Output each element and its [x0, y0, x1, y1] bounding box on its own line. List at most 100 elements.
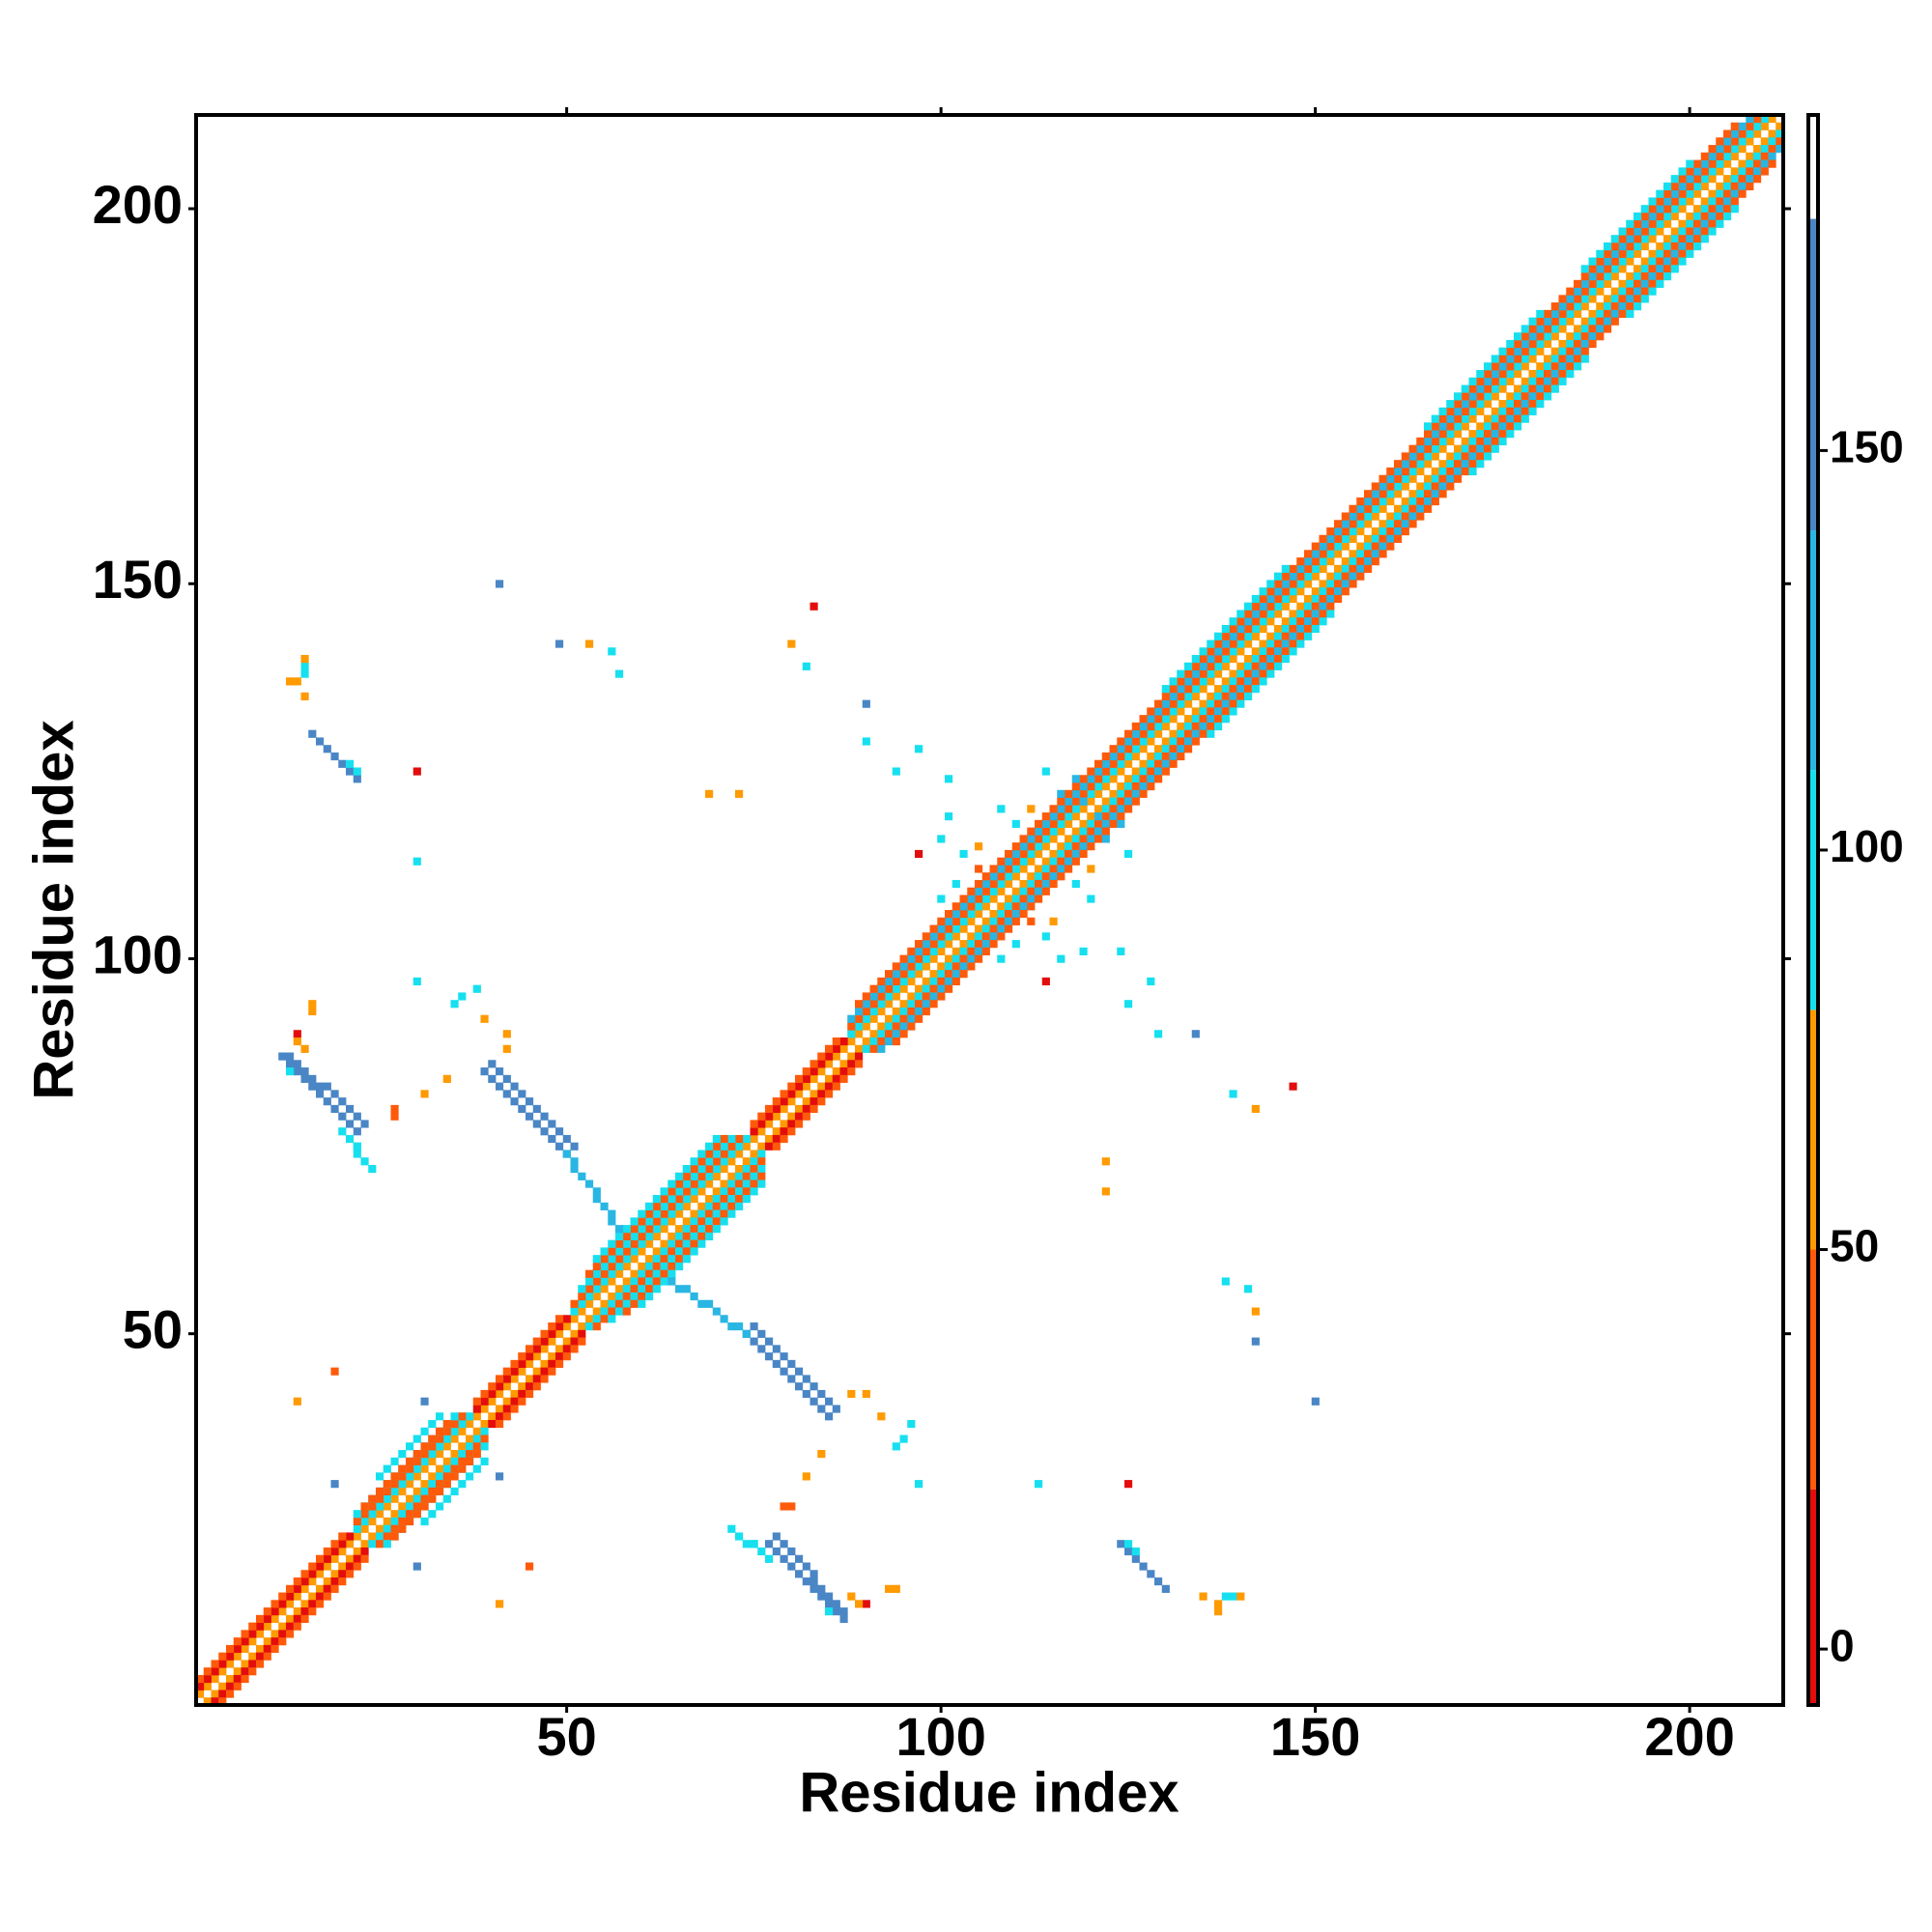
cell — [1334, 534, 1343, 543]
cell — [1386, 512, 1395, 521]
cell — [562, 1352, 571, 1361]
cell — [915, 984, 923, 993]
cell — [293, 1607, 301, 1616]
cell — [570, 1315, 579, 1323]
cell — [1648, 249, 1657, 258]
cell — [1266, 662, 1275, 670]
cell — [869, 1014, 878, 1023]
cell — [1266, 594, 1275, 604]
cell — [1199, 647, 1208, 656]
cell — [338, 759, 347, 768]
cell — [705, 1225, 714, 1234]
cell — [727, 1524, 736, 1533]
cell — [1558, 295, 1567, 303]
cell — [780, 1352, 788, 1361]
cell — [1386, 474, 1395, 483]
cell — [211, 1674, 219, 1684]
cell — [847, 1389, 856, 1399]
cell — [1065, 805, 1073, 813]
cell — [1491, 384, 1499, 393]
cell — [997, 872, 1006, 881]
x-tick-label: 200 — [1644, 1706, 1734, 1767]
cell — [383, 1502, 391, 1511]
cell — [750, 1127, 758, 1136]
cell — [300, 1600, 309, 1608]
cell — [975, 947, 983, 955]
cell — [1079, 819, 1088, 828]
cell — [1446, 422, 1455, 431]
cell — [869, 1000, 878, 1009]
cell — [929, 940, 938, 949]
cell — [952, 910, 960, 919]
cell — [286, 1592, 295, 1601]
cell — [720, 1179, 728, 1188]
cell — [256, 1630, 265, 1638]
cell — [1566, 317, 1575, 326]
cell — [420, 1427, 429, 1435]
cell — [690, 1239, 698, 1248]
cell — [1580, 302, 1589, 311]
cell — [608, 1255, 616, 1264]
cell — [1035, 842, 1043, 851]
cell — [1101, 752, 1110, 761]
cell — [1319, 542, 1327, 551]
cell — [810, 1067, 818, 1076]
cell — [720, 1157, 728, 1166]
cell — [1356, 542, 1365, 551]
cell — [615, 1232, 624, 1241]
cell — [390, 1532, 399, 1541]
cell — [1139, 737, 1148, 746]
cell — [233, 1644, 242, 1654]
cell — [1139, 715, 1148, 724]
cell — [1738, 145, 1747, 154]
cell — [1446, 430, 1455, 439]
cell — [376, 1494, 384, 1503]
cell — [502, 1382, 511, 1391]
cell — [1005, 902, 1013, 911]
cell — [1057, 849, 1065, 859]
cell — [442, 1464, 451, 1473]
cell — [1520, 362, 1529, 371]
cell — [1491, 437, 1499, 446]
cell — [592, 1277, 601, 1286]
cell — [1438, 430, 1447, 439]
cell — [570, 1157, 579, 1166]
cell — [532, 1337, 541, 1346]
cell — [705, 1179, 714, 1188]
cell — [1326, 527, 1335, 536]
cell — [1461, 407, 1469, 415]
cell — [428, 1435, 437, 1443]
colorbar-band — [1808, 1249, 1818, 1490]
cell — [1087, 842, 1095, 851]
cell — [1371, 542, 1379, 551]
cell — [203, 1667, 212, 1676]
cell — [412, 1510, 421, 1519]
cell — [585, 1322, 594, 1331]
cell — [1071, 797, 1080, 806]
cell — [1738, 159, 1747, 168]
cell — [1221, 699, 1230, 708]
cell — [472, 1427, 481, 1435]
cell — [735, 1150, 744, 1158]
cell — [1634, 249, 1642, 258]
cell — [428, 1510, 437, 1519]
cell — [959, 940, 968, 949]
cell — [1708, 159, 1717, 168]
cell — [690, 1157, 698, 1166]
cell — [278, 1592, 287, 1601]
cell — [1371, 527, 1379, 536]
cell — [1296, 624, 1305, 634]
cell — [869, 1030, 878, 1038]
cell — [1468, 392, 1477, 401]
cell — [1693, 189, 1702, 198]
cell — [1408, 512, 1417, 521]
cell — [526, 1097, 534, 1106]
cell — [458, 1450, 467, 1459]
cell — [1401, 527, 1409, 536]
cell — [1154, 1030, 1163, 1038]
cell — [1656, 279, 1664, 288]
cell — [548, 1134, 556, 1144]
cell — [1071, 782, 1080, 791]
cell — [1161, 767, 1170, 776]
cell — [540, 1375, 549, 1383]
